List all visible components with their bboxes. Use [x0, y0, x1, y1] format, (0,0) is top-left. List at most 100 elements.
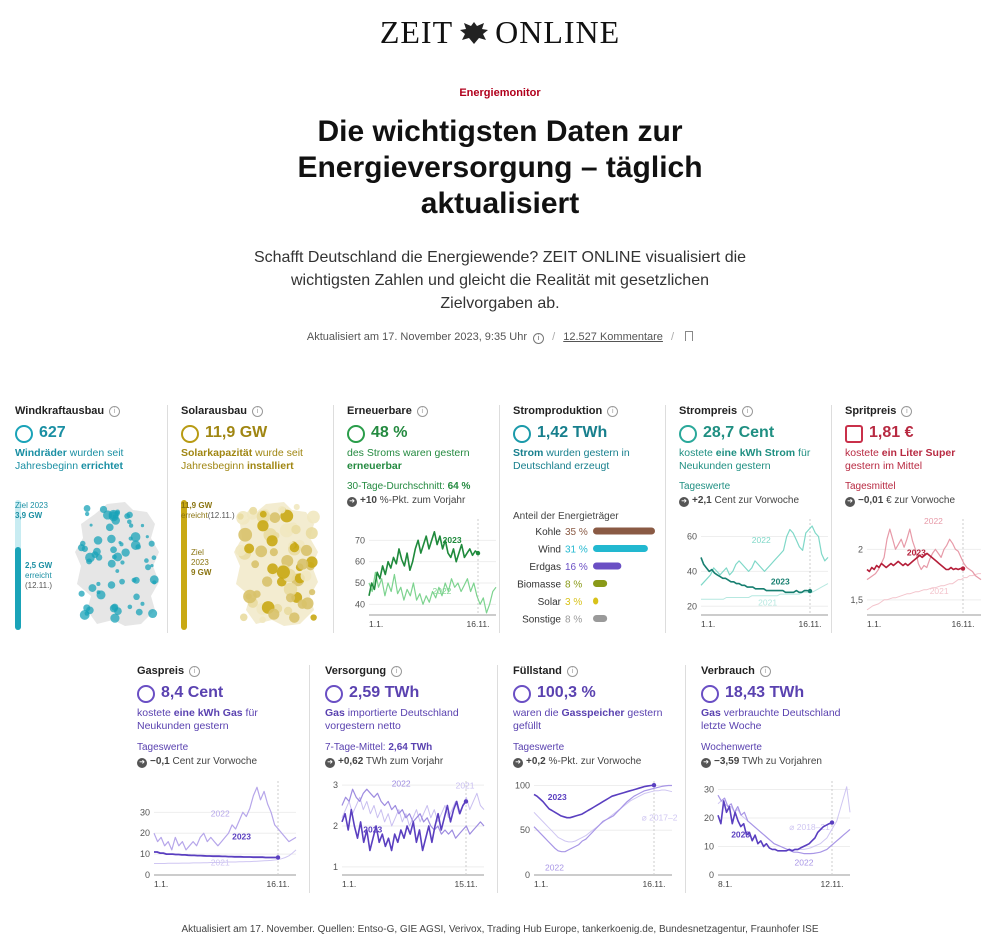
info-icon[interactable]: i	[759, 666, 771, 677]
tile-fuel-price: Spritpreis i 1,81 € kostete ein Liter Sup…	[845, 405, 1000, 635]
map-dot	[130, 532, 141, 542]
map-dot	[140, 523, 145, 528]
mix-value-label: 31 %	[565, 545, 588, 556]
mix-value-label: 8 %	[565, 615, 582, 626]
series-line	[700, 525, 829, 586]
tile-description: Gas importierte Deutschland vorgestern n…	[325, 707, 459, 732]
map-dot	[259, 616, 266, 624]
series-label: 2021	[456, 781, 475, 791]
y-tick-label: 0	[145, 870, 150, 880]
info-icon[interactable]: i	[566, 666, 578, 677]
info-icon[interactable]: i	[189, 666, 201, 677]
series-line	[533, 784, 672, 853]
tile-description: des Stroms waren gestern erneuerbar	[347, 447, 470, 472]
info-icon[interactable]: i	[607, 406, 619, 417]
updated-text: Aktualisiert am 17. November 2023, 9:35 …	[306, 331, 527, 343]
map-dot	[145, 564, 152, 571]
map-dot	[115, 569, 120, 573]
series-line	[717, 794, 851, 855]
map-dot	[113, 552, 123, 562]
info-icon[interactable]: i	[416, 406, 428, 417]
map-dot	[135, 608, 143, 616]
site-logo[interactable]: ZEIT ONLINE	[0, 14, 1000, 51]
map-dot	[297, 558, 309, 570]
map-dot	[88, 584, 97, 592]
tile-power-price: Strompreis i 28,7 Cent kostete eine kWh S…	[679, 405, 839, 635]
map-dot	[301, 597, 314, 610]
series-line	[701, 583, 829, 600]
map-dot	[267, 563, 278, 575]
comments-link[interactable]: 12.527 Kommentare	[563, 331, 663, 343]
map-dot	[310, 614, 317, 621]
tile-gas-consumption: Verbrauch i 18,43 TWh Gas verbrauchte Deu…	[701, 665, 861, 895]
tile-gas-price: Gaspreis i 8,4 Cent kostete eine kWh Gas …	[137, 665, 297, 895]
series-label: 2022	[211, 809, 230, 819]
map-dot	[78, 590, 85, 597]
tile-description: Windräder wurden seit Jahresbeginn erric…	[15, 447, 124, 472]
tile-description: Strom wurden gestern in Deutschland erze…	[513, 447, 630, 472]
info-icon[interactable]: i	[742, 406, 754, 417]
gas-storage-chart: 0 50 100 1.1. 16.11. ⌀ 2017–21 2022 2023	[515, 780, 678, 889]
map-dot	[128, 523, 134, 528]
tile-sub-change: ➜ +0,62 TWh zum Vorjahr	[325, 755, 485, 768]
y-tick-label: 20	[140, 828, 150, 838]
series-label: 2023	[443, 535, 462, 545]
map-dot	[257, 520, 269, 532]
y-tick-label: 30	[704, 785, 714, 795]
current-value-dot	[475, 550, 481, 556]
x-tick-label: 1.1.	[867, 619, 881, 629]
map-dot	[243, 589, 257, 604]
series-line	[866, 573, 981, 611]
mix-value-label: 35 %	[565, 527, 588, 538]
current-value-dot	[829, 820, 835, 825]
map-dot	[283, 606, 293, 616]
tile-title: Gaspreis i	[137, 665, 201, 677]
fuel-price-chart: 1,5 2 1.1. 16.11. 2021 2022 2023	[850, 516, 982, 629]
solar-capacity-map	[234, 502, 320, 626]
wind-progress-fill	[15, 546, 21, 630]
map-dot	[237, 513, 244, 520]
map-dot	[266, 535, 278, 547]
y-tick-label: 50	[520, 825, 530, 835]
x-tick-label: 16.11.	[266, 879, 289, 889]
y-tick-label: 1	[333, 862, 338, 872]
map-dot	[148, 609, 158, 619]
tile-description: kostete ein Liter Super gestern im Mitte…	[845, 447, 956, 472]
mix-value-label: 3 %	[565, 597, 582, 608]
map-dot	[127, 519, 132, 525]
eagle-icon	[460, 22, 489, 44]
series-label: 2022	[752, 535, 771, 545]
tile-title: Solarausbau i	[181, 405, 264, 417]
series-line	[533, 789, 673, 843]
wind-turbine-icon	[15, 425, 33, 443]
series-line	[717, 800, 833, 852]
info-icon[interactable]: i	[901, 406, 913, 417]
mix-category-label: Biomasse	[517, 580, 561, 591]
y-tick-label: 20	[687, 601, 697, 611]
map-dot	[235, 544, 247, 557]
y-tick-label: 20	[704, 813, 714, 823]
info-icon[interactable]: i	[252, 406, 264, 417]
series-label: 2022	[924, 516, 943, 526]
tile-value: 2,59 TWh	[349, 684, 420, 701]
info-icon[interactable]: i	[109, 406, 121, 417]
tile-value: 18,43 TWh	[725, 684, 805, 701]
info-icon[interactable]: i	[533, 333, 545, 344]
map-dot	[289, 612, 300, 623]
map-dot	[238, 527, 253, 542]
tile-sub-change: ➜ −0,01 € zur Vorwoche	[845, 494, 990, 507]
tile-wind: Windkraftausbau i 627 Windräder wurden se…	[15, 405, 175, 635]
x-tick-label: 8.1.	[718, 879, 732, 889]
tile-title: Füllstand i	[513, 665, 578, 677]
bookmark-icon[interactable]	[685, 331, 694, 341]
map-dot	[249, 506, 258, 515]
map-dot	[276, 565, 290, 579]
map-dot	[81, 545, 88, 552]
map-dot	[93, 536, 103, 545]
tile-value: 28,7 Cent	[703, 424, 775, 441]
map-dot	[150, 564, 154, 568]
tile-description: kostete eine kWh Gas für Neukunden geste…	[137, 707, 258, 732]
tile-sub-label: Tageswerte	[513, 742, 565, 753]
info-icon[interactable]: i	[391, 666, 403, 677]
plug-icon	[679, 425, 697, 443]
